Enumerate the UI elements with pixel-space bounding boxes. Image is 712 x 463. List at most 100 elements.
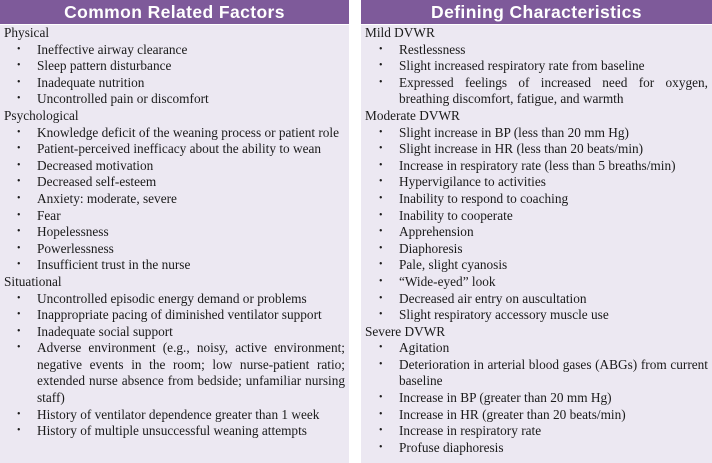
- list-item-text: Slight increase in HR (less than 20 beat…: [399, 141, 644, 157]
- list-item: • Increase in respiratory rate: [365, 423, 708, 440]
- list-item-text: Anxiety: moderate, severe: [37, 190, 177, 206]
- bullet-icon: •: [17, 143, 21, 155]
- list-item-text: Sleep pattern disturbance: [37, 58, 172, 74]
- list-item-text: Ineffective airway clearance: [37, 41, 188, 57]
- list-item-text: Knowledge deficit of the weaning process…: [37, 124, 340, 140]
- list-item-text: Agitation: [399, 340, 450, 356]
- list-item: • Hopelessness: [4, 224, 345, 241]
- bullet-icon: •: [379, 275, 383, 287]
- section-title: Severe DVWR: [365, 323, 446, 339]
- list-item-text: Adverse environment (e.g., noisy, active…: [37, 340, 345, 406]
- bullet-icon: •: [17, 259, 21, 271]
- bullet-icon: •: [17, 425, 21, 437]
- list-item: • Deterioration in arterial blood gases (…: [365, 357, 708, 390]
- bullet-icon: •: [17, 126, 21, 138]
- bullet-icon: •: [379, 292, 383, 304]
- column-gutter: [349, 0, 361, 463]
- bullet-icon: •: [379, 43, 383, 55]
- list-item: • Hypervigilance to activities: [365, 174, 708, 191]
- list-item-text: Expressed feelings of increased need for…: [399, 74, 708, 107]
- list-item: • Inappropriate pacing of diminished vent…: [4, 307, 345, 324]
- list-item-text: Apprehension: [399, 224, 474, 240]
- list-item: • Pale, slight cyanosis: [365, 257, 708, 274]
- list-item: • Ineffective airway clearance: [4, 42, 345, 59]
- bullet-icon: •: [17, 176, 21, 188]
- list-item: • Profuse diaphoresis: [365, 440, 708, 457]
- list-item: • Agitation: [365, 340, 708, 357]
- bullet-list: • Knowledge deficit of the weaning proces…: [4, 125, 345, 274]
- bullet-icon: •: [379, 259, 383, 271]
- bullet-icon: •: [379, 441, 383, 453]
- list-item: • Expressed feelings of increased need fo…: [365, 75, 708, 108]
- bullet-icon: •: [379, 192, 383, 204]
- list-item: • Inability to respond to coaching: [365, 191, 708, 208]
- list-item-text: Slight increased respiratory rate from b…: [399, 58, 645, 74]
- list-item: • Increase in respiratory rate (less than…: [365, 158, 708, 175]
- bullet-icon: •: [379, 392, 383, 404]
- bullet-list: • Ineffective airway clearance • Sleep patt…: [4, 42, 345, 108]
- section-title: Psychological: [4, 107, 79, 123]
- list-item: • History of multiple unsuccessful weanin…: [4, 423, 345, 440]
- list-item: • Inability to cooperate: [365, 208, 708, 225]
- bullet-icon: •: [379, 242, 383, 254]
- list-item-text: Inability to respond to coaching: [399, 190, 569, 206]
- list-item-text: “Wide-eyed” look: [399, 273, 496, 289]
- bullet-icon: •: [379, 226, 383, 238]
- bullet-icon: •: [379, 309, 383, 321]
- bullet-icon: •: [17, 325, 21, 337]
- list-item-text: Powerlessness: [37, 240, 114, 256]
- list-item: • Adverse environment (e.g., noisy, activ…: [4, 340, 345, 406]
- list-item-text: Slight respiratory accessory muscle use: [399, 307, 609, 323]
- list-item-text: Inappropriate pacing of diminished venti…: [37, 307, 322, 323]
- list-item: • Slight increased respiratory rate from …: [365, 58, 708, 75]
- bullet-icon: •: [379, 126, 383, 138]
- bullet-icon: •: [17, 292, 21, 304]
- list-item-text: Inability to cooperate: [399, 207, 513, 223]
- list-item: • Diaphoresis: [365, 241, 708, 258]
- list-item-text: Slight increase in BP (less than 20 mm H…: [399, 124, 629, 140]
- list-item-text: Pale, slight cyanosis: [399, 257, 508, 273]
- list-item-text: Restlessness: [399, 41, 466, 57]
- list-item: • Slight increase in BP (less than 20 mm …: [365, 125, 708, 142]
- list-item: • Decreased motivation: [4, 158, 345, 175]
- list-item-text: History of ventilator dependence greater…: [37, 406, 320, 422]
- list-item: • History of ventilator dependence greate…: [4, 407, 345, 424]
- bullet-icon: •: [379, 342, 383, 354]
- bullet-icon: •: [17, 342, 21, 354]
- bullet-icon: •: [17, 226, 21, 238]
- bullet-icon: •: [379, 425, 383, 437]
- list-item-text: Decreased self-esteem: [37, 174, 157, 190]
- list-item-text: Increase in respiratory rate (less than …: [399, 157, 676, 173]
- list-item: • Decreased self-esteem: [4, 174, 345, 191]
- list-item: • Apprehension: [365, 224, 708, 241]
- bullet-icon: •: [17, 408, 21, 420]
- list-item: • Knowledge deficit of the weaning proces…: [4, 125, 345, 142]
- list-item: • Insufficient trust in the nurse: [4, 257, 345, 274]
- list-item: • Slight increase in HR (less than 20 bea…: [365, 141, 708, 158]
- list-item-text: Decreased motivation: [37, 157, 154, 173]
- section-title: Situational: [4, 273, 62, 289]
- list-item-text: Fear: [37, 207, 61, 223]
- bullet-icon: •: [17, 242, 21, 254]
- bullet-icon: •: [17, 76, 21, 88]
- bullet-icon: •: [17, 60, 21, 72]
- list-item: • Restlessness: [365, 42, 708, 59]
- list-item: • Slight respiratory accessory muscle use: [365, 307, 708, 324]
- list-item-text: Increase in BP (greater than 20 mm Hg): [399, 390, 612, 406]
- list-item-text: Uncontrolled episodic energy demand or p…: [37, 290, 307, 306]
- list-item-text: Insufficient trust in the nurse: [37, 257, 191, 273]
- bullet-icon: •: [379, 176, 383, 188]
- bullet-icon: •: [17, 309, 21, 321]
- bullet-icon: •: [379, 408, 383, 420]
- bullet-icon: •: [17, 209, 21, 221]
- bullet-list: • Restlessness • Slight increased respirato…: [365, 42, 708, 108]
- bullet-list: • Agitation • Deterioration in arterial blo…: [365, 340, 708, 456]
- list-item-text: History of multiple unsuccessful weaning…: [37, 423, 307, 439]
- list-item: • Uncontrolled pain or discomfort: [4, 91, 345, 108]
- list-item-text: Inadequate social support: [37, 323, 173, 339]
- list-item: • Uncontrolled episodic energy demand or …: [4, 291, 345, 308]
- related-factors-column: Common Related Factors Physical • Ineffect…: [0, 0, 349, 463]
- list-item: • Inadequate nutrition: [4, 75, 345, 92]
- defining-characteristics-column: Defining Characteristics Mild DVWR • Restl…: [361, 0, 712, 463]
